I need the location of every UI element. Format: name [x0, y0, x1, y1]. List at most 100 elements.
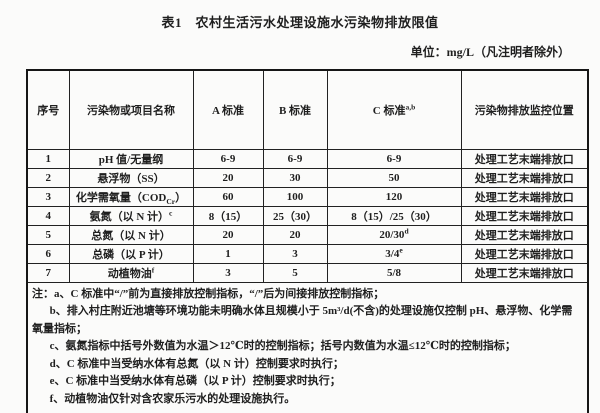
column-header: A 标准 [192, 69, 264, 150]
note-line: e、C 标准中当受纳水体有总磷（以 P 计）控制要求时执行； [49, 375, 341, 388]
cell-text: 5 [45, 228, 52, 241]
cell-text: 处理工艺末端排放口 [474, 210, 574, 223]
note-line: 注：a、C 标准中“/”前为直接排放控制指标，“/”后为间接排放控制指标； [32, 287, 385, 300]
table-cell: 20 [262, 224, 328, 245]
table-row: 3 化学需氧量（CODCr） 60 100 120 处理工艺末端排放口 [26, 186, 589, 207]
table-title: 表1 农村生活污水处理设施水污染物排放限值 [161, 15, 439, 30]
column-header: 污染物或项目名称 [68, 69, 194, 150]
table-cell: 60 [192, 186, 264, 207]
table-body: 1 pH 值/无量纲 6-9 6-9 6-9 处理工艺末端排放口 2 悬浮物（SS） 20 30 5… [26, 148, 589, 283]
cell-text: 处理工艺末端排放口 [474, 267, 574, 280]
cell-text: 3 [45, 190, 52, 203]
superscript-note-ref: e [399, 244, 403, 254]
table-cell: 6-9 [192, 148, 264, 169]
table-cell: 5/8 [326, 262, 462, 283]
cell-text: 6-9 [386, 152, 402, 165]
cell-text: 化学需氧量（COD [75, 191, 167, 204]
table-cell: 20 [192, 167, 264, 188]
table-cell: 7 [26, 262, 70, 283]
table-cell: 3 [192, 262, 264, 283]
table-cell: 3 [26, 186, 70, 207]
column-header: 序号 [26, 69, 70, 150]
cell-text: 7 [45, 266, 52, 279]
cell-text: 8（15）/25（30） [351, 210, 437, 223]
cell-text: 20/30 [379, 228, 405, 241]
cell-text: 30 [289, 171, 301, 184]
table-cell: 5 [26, 224, 70, 245]
cell-text: 50 [388, 171, 400, 184]
table-row: 7 动植物油f 3 5 5/8 处理工艺末端排放口 [26, 262, 589, 283]
table-cell: 30 [262, 167, 328, 188]
cell-text: 8（15） [208, 210, 248, 223]
cell-text: 2 [45, 171, 52, 184]
cell-text: 1 [45, 152, 52, 165]
cell-text: 序号 [37, 104, 60, 117]
column-header: 污染物排放监控位置 [460, 69, 589, 150]
cell-text: B 标准 [278, 104, 312, 117]
table-cell: 50 [326, 167, 462, 188]
cell-text: 4 [45, 209, 52, 222]
note-line: f、动植物油仅针对含农家乐污水的处理设施执行。 [49, 393, 296, 406]
cell-text: 3 [225, 266, 231, 279]
table-row: 2 悬浮物（SS） 20 30 50 处理工艺末端排放口 [26, 167, 589, 188]
column-header: C 标准a,b [326, 69, 462, 150]
cell-text: 总磷（以 P 计） [92, 248, 170, 261]
table-row: 4 氨氮（以 N 计）c 8（15） 25（30） 8（15）/25（30） 处理工艺末端… [26, 205, 589, 226]
cell-text: 污染物排放监控位置 [474, 104, 574, 117]
table-head: 序号 污染物或项目名称 A 标准 B 标准 C 标准a,b 污染物排放监控位置 [26, 69, 589, 150]
table-cell: 处理工艺末端排放口 [460, 186, 589, 207]
note-line: c、氨氮指标中括号外数值为水温＞12℃时的控制指标；括号内数值为水温≤12℃时的… [49, 340, 516, 353]
cell-text: 3 [292, 247, 298, 260]
note-line: b、排入村庄附近池塘等环境功能未明确水体且规模小于 5m³/d(不含)的处理设施… [32, 305, 573, 335]
cell-text: 5 [292, 266, 298, 279]
cell-text: 处理工艺末端排放口 [474, 191, 574, 204]
header-row: 序号 污染物或项目名称 A 标准 B 标准 C 标准a,b 污染物排放监控位置 [26, 69, 589, 150]
cell-text: 动植物油 [107, 267, 152, 280]
table-cell: 4 [26, 205, 70, 226]
cell-text: 20 [222, 228, 234, 241]
cell-text: 总氮（以 N 计） [91, 229, 171, 242]
cell-text: 6-9 [287, 152, 303, 165]
cell-text: 20 [289, 228, 301, 241]
cell-text: 处理工艺末端排放口 [474, 153, 574, 166]
subscript-text: Cr [166, 196, 176, 206]
superscript-note-ref: f [151, 264, 155, 274]
table-cell: 120 [326, 186, 462, 207]
cell-text: 6 [45, 247, 52, 260]
table-cell: 25（30） [262, 205, 328, 226]
superscript-note-ref: a,b [405, 102, 416, 112]
cell-text: 6-9 [220, 152, 236, 165]
table-cell: 6-9 [262, 148, 328, 169]
table-cell: 1 [192, 243, 264, 264]
table-cell: 6 [26, 243, 70, 264]
cell-text: 3/4 [385, 247, 400, 260]
superscript-note-ref: c [169, 207, 173, 217]
table-cell: 20/30d [326, 224, 462, 245]
unit-note: 单位：mg/L（凡注明者除外） [410, 45, 570, 59]
pollutant-limits-table: 序号 污染物或项目名称 A 标准 B 标准 C 标准a,b 污染物排放监控位置 1 pH 值… [26, 69, 589, 413]
table-cell: 5 [262, 262, 328, 283]
table-cell: 8（15）/25（30） [326, 205, 462, 226]
table-cell: 100 [262, 186, 328, 207]
cell-text: A 标准 [211, 104, 245, 117]
table-cell: 化学需氧量（CODCr） [68, 186, 194, 207]
table-cell: 总磷（以 P 计） [68, 243, 194, 264]
table-foot: 注：a、C 标准中“/”前为直接排放控制指标，“/”后为间接排放控制指标； b、排… [26, 281, 589, 413]
cell-text: 处理工艺末端排放口 [474, 229, 574, 242]
table-row: 1 pH 值/无量纲 6-9 6-9 6-9 处理工艺末端排放口 [26, 148, 589, 169]
cell-text: 100 [286, 190, 304, 203]
note-line: d、C 标准中当受纳水体有总氮（以 N 计）控制要求时执行； [49, 357, 344, 370]
notes-cell: 注：a、C 标准中“/”前为直接排放控制指标，“/”后为间接排放控制指标； b、排… [26, 281, 589, 413]
table-cell: 处理工艺末端排放口 [460, 148, 589, 169]
document-page: 表1 农村生活污水处理设施水污染物排放限值 单位：mg/L（凡注明者除外） 序号… [0, 12, 600, 413]
table-cell: 处理工艺末端排放口 [460, 205, 589, 226]
notes-section: 注：a、C 标准中“/”前为直接排放控制指标，“/”后为间接排放控制指标； b、排… [32, 286, 581, 409]
table-cell: 1 [26, 148, 70, 169]
table-cell: pH 值/无量纲 [68, 148, 194, 169]
column-header: B 标准 [262, 69, 328, 150]
table-cell: 处理工艺末端排放口 [460, 224, 589, 245]
cell-text: 污染物或项目名称 [87, 104, 175, 117]
superscript-note-ref: d [404, 225, 409, 235]
cell-text: 20 [222, 171, 234, 184]
cell-text: 处理工艺末端排放口 [474, 172, 574, 185]
